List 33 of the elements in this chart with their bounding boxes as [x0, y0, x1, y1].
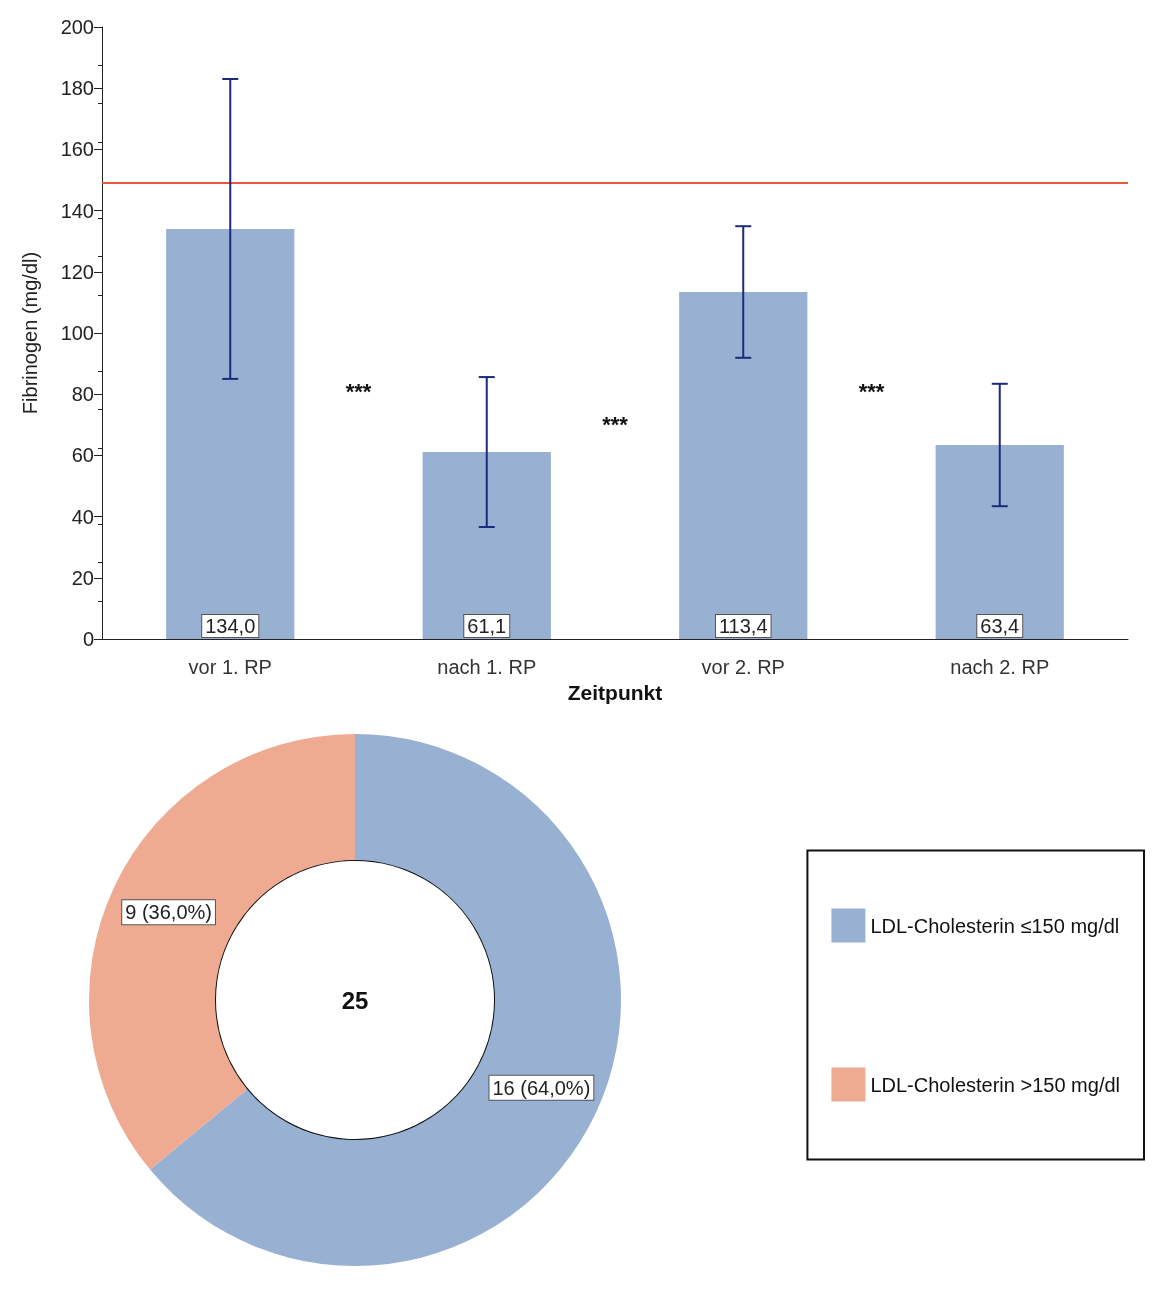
data-label: 16 (64,0%): [492, 1076, 591, 1099]
y-tick-label: 60: [71, 444, 94, 467]
legend-label: LDL-Cholesterin ≤150 mg/dl: [870, 914, 1120, 937]
y-tick-label: 180: [60, 77, 94, 100]
bar: [422, 452, 551, 639]
y-axis-title: Fibrinogen (mg/dl): [19, 251, 41, 415]
data-label: 63,4: [980, 615, 1020, 637]
x-axis-title: Zeitpunkt: [567, 680, 663, 704]
y-tick-label: 120: [60, 260, 94, 283]
y-tick-label: 160: [60, 138, 94, 161]
bar: [166, 228, 295, 639]
x-tick-label: nach 2. RP: [950, 656, 1050, 678]
text: 25: [341, 986, 369, 1014]
data-label: 61,1: [467, 615, 507, 637]
data-label: 134,0: [205, 615, 256, 637]
y-tick-label: 20: [71, 566, 94, 589]
y-tick-label: 80: [71, 383, 94, 406]
bar: [679, 292, 808, 639]
y-tick-label: 0: [82, 628, 94, 650]
annotation: ***: [602, 412, 629, 438]
x-tick-label: vor 2. RP: [701, 656, 785, 678]
x-tick-label: nach 1. RP: [437, 656, 537, 678]
x-tick-label: vor 1. RP: [188, 656, 272, 678]
y-tick-label: 40: [71, 505, 94, 528]
annotation: ***: [345, 378, 372, 404]
y-tick-label: 200: [60, 16, 94, 38]
annotation: ***: [858, 378, 885, 404]
data-label: 113,4: [718, 615, 768, 637]
bar: [935, 445, 1064, 639]
y-tick-label: 100: [60, 322, 94, 344]
legend-label: LDL-Cholesterin >150 mg/dl: [870, 1073, 1121, 1096]
data-label: 9 (36,0%): [125, 901, 212, 924]
y-tick-label: 140: [60, 199, 94, 222]
